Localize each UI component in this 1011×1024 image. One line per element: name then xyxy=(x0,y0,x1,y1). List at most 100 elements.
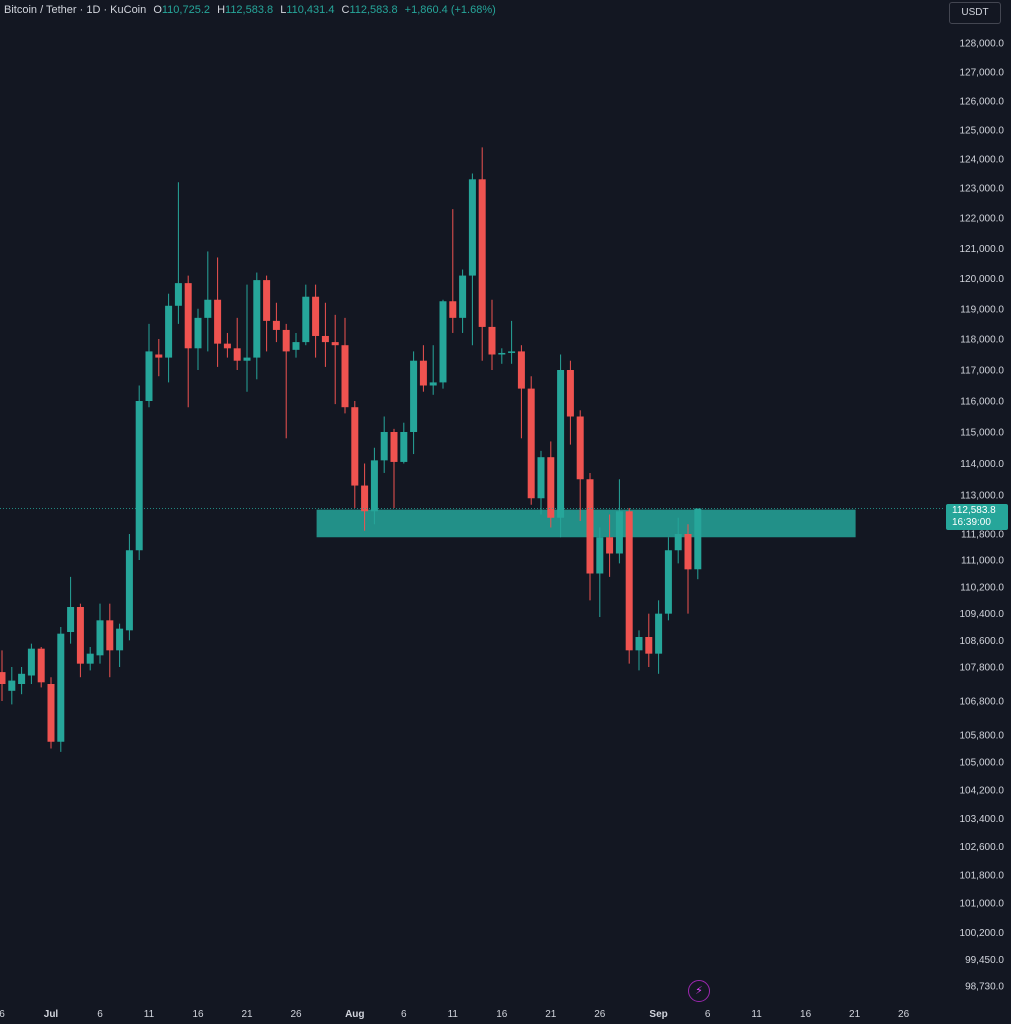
candle[interactable] xyxy=(557,354,565,538)
candle[interactable] xyxy=(361,463,369,531)
support-zone-layer xyxy=(316,509,856,538)
candle-body xyxy=(537,457,545,499)
candle[interactable] xyxy=(478,147,486,361)
candle[interactable] xyxy=(331,314,339,405)
candle[interactable] xyxy=(282,323,290,439)
candle[interactable] xyxy=(27,643,35,684)
price-tick-label: 127,000.0 xyxy=(960,68,1005,79)
candle[interactable] xyxy=(566,360,574,445)
candle[interactable] xyxy=(380,416,388,473)
candle-body xyxy=(243,357,251,361)
candle[interactable] xyxy=(625,508,633,664)
candle[interactable] xyxy=(439,299,447,389)
candle[interactable] xyxy=(596,527,604,618)
price-axis[interactable]: 128,000.0 127,000.0 126,000.0 125,000.0 124,… xyxy=(960,39,1005,993)
candle[interactable] xyxy=(410,351,418,455)
candle[interactable] xyxy=(125,534,133,641)
candle-body xyxy=(253,280,261,358)
candle[interactable] xyxy=(419,345,427,392)
candle[interactable] xyxy=(459,269,467,333)
candle[interactable] xyxy=(645,613,653,667)
last-price-value: 112,583.8 xyxy=(952,505,996,516)
candle[interactable] xyxy=(576,410,584,521)
candle[interactable] xyxy=(145,323,153,408)
candle[interactable] xyxy=(214,257,222,367)
currency-button[interactable]: USDT xyxy=(949,2,1001,24)
candle[interactable] xyxy=(429,345,437,395)
candle[interactable] xyxy=(537,450,545,515)
candle[interactable] xyxy=(116,623,124,667)
candle[interactable] xyxy=(468,173,476,346)
candle[interactable] xyxy=(615,479,623,564)
candle-body xyxy=(635,637,643,651)
support-zone[interactable] xyxy=(316,509,856,538)
candle[interactable] xyxy=(155,339,163,377)
time-tick-label: 6 xyxy=(705,1009,711,1020)
candle-body xyxy=(174,283,182,306)
price-tick-label: 118,000.0 xyxy=(960,335,1004,346)
candle[interactable] xyxy=(517,345,525,439)
candle[interactable] xyxy=(272,302,280,343)
candle[interactable] xyxy=(57,627,65,752)
candle[interactable] xyxy=(684,524,692,614)
candle[interactable] xyxy=(184,275,192,408)
candle-body xyxy=(263,280,271,321)
last-price-tag: 112,583.8 16:39:00 xyxy=(946,504,1008,530)
price-tick-label: 128,000.0 xyxy=(960,39,1005,50)
time-axis[interactable]: 6 Jul 6 11 16 21 26 Aug 6 11 16 21 26 Sep 6 11 16 21 26 xyxy=(0,1009,910,1020)
candle[interactable] xyxy=(223,332,231,358)
symbol-title[interactable]: Bitcoin / Tether · 1D · KuCoin xyxy=(4,4,147,16)
candle[interactable] xyxy=(312,284,320,358)
candle[interactable] xyxy=(341,317,349,414)
candle[interactable] xyxy=(96,603,104,664)
candle[interactable] xyxy=(321,302,329,367)
high-value: 112,583.8 xyxy=(225,4,274,16)
price-tick-label: 105,800.0 xyxy=(960,731,1005,742)
candle[interactable] xyxy=(47,677,55,749)
candle[interactable] xyxy=(351,401,359,508)
candle[interactable] xyxy=(67,576,75,644)
candle[interactable] xyxy=(243,284,251,392)
candle[interactable] xyxy=(449,209,457,333)
candle[interactable] xyxy=(18,667,26,695)
candle[interactable] xyxy=(488,299,496,370)
candle[interactable] xyxy=(135,385,143,561)
price-tick-label: 107,800.0 xyxy=(960,663,1005,674)
candle[interactable] xyxy=(8,667,16,705)
candle[interactable] xyxy=(165,293,173,383)
candle[interactable] xyxy=(253,272,261,380)
candle[interactable] xyxy=(498,348,506,364)
candle-body xyxy=(204,299,212,318)
price-tick-label: 101,800.0 xyxy=(960,870,1005,881)
candle[interactable] xyxy=(390,428,398,508)
candle[interactable] xyxy=(635,630,643,671)
candle[interactable] xyxy=(106,603,114,678)
candle[interactable] xyxy=(586,472,594,601)
candle[interactable] xyxy=(302,284,310,346)
candle[interactable] xyxy=(527,376,535,505)
lightning-bolt-icon[interactable]: ⚡ xyxy=(688,980,710,1002)
candle[interactable] xyxy=(508,320,516,364)
candle[interactable] xyxy=(400,422,408,464)
candle[interactable] xyxy=(86,647,94,671)
candle[interactable] xyxy=(674,517,682,564)
candle[interactable] xyxy=(370,447,378,525)
candle[interactable] xyxy=(606,514,614,577)
candle[interactable] xyxy=(547,441,555,528)
candle[interactable] xyxy=(37,647,45,688)
candle[interactable] xyxy=(694,508,702,580)
candle[interactable] xyxy=(76,603,84,678)
candle[interactable] xyxy=(194,308,202,370)
candle-body xyxy=(596,537,604,574)
candle[interactable] xyxy=(204,251,212,352)
candle[interactable] xyxy=(0,650,6,701)
candle[interactable] xyxy=(263,275,271,352)
candle[interactable] xyxy=(664,537,672,621)
candle[interactable] xyxy=(655,600,663,674)
candle[interactable] xyxy=(233,317,241,370)
close-value: 112,583.8 xyxy=(349,4,398,16)
candle-body xyxy=(664,550,672,614)
candle[interactable] xyxy=(292,332,300,358)
candle[interactable] xyxy=(174,182,182,324)
